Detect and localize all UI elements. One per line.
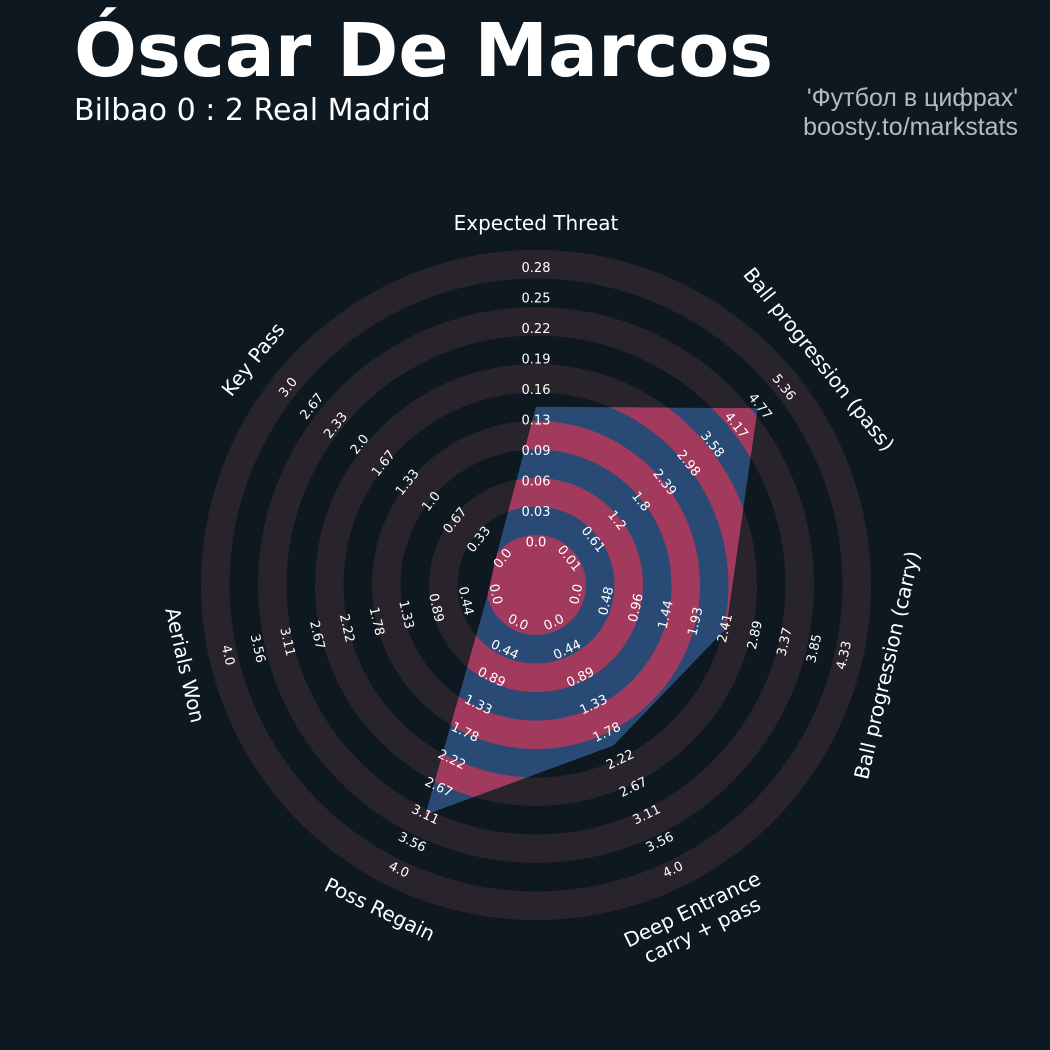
tick-label: 0.19 — [522, 353, 551, 368]
tick-label: 2.22 — [336, 613, 357, 645]
tick-label: 1.33 — [395, 599, 416, 631]
tick-label: 0.25 — [522, 292, 551, 307]
tick-label: 0.09 — [522, 444, 551, 459]
tick-label: 1.78 — [366, 606, 387, 638]
tick-label: 0.13 — [522, 414, 551, 429]
value-polygon — [425, 406, 758, 815]
tick-label: 4.33 — [834, 640, 855, 672]
credit-line-link: boosty.to/markstats — [803, 113, 1018, 141]
tick-label: 0.96 — [626, 592, 647, 624]
axis-label: Aerials Won — [160, 605, 210, 725]
tick-labels: 0.0 0.03 0.06 0.09 0.13 0.16 0.19 0.22 0.25 0.28 0… — [218, 261, 855, 881]
tick-label: 0.89 — [425, 592, 446, 624]
tick-label: 1.44 — [656, 599, 677, 631]
tick-label: 0.0 — [526, 536, 547, 551]
polygon-center-band — [486, 535, 586, 635]
tick-label: 4.0 — [218, 644, 237, 668]
tick-label: 0.44 — [455, 585, 476, 617]
value-polygon-bands — [425, 406, 758, 815]
tick-label: 0.06 — [522, 475, 551, 490]
page-title: Óscar De Marcos — [74, 8, 774, 94]
tick-label: 2.67 — [306, 619, 327, 651]
tick-label: 0.22 — [522, 322, 551, 337]
match-subtitle: Bilbao 0 : 2 Real Madrid — [74, 93, 431, 128]
tick-label: 0.48 — [596, 585, 617, 617]
axis-label-line: Aerials Won — [160, 605, 210, 725]
tick-label: 3.11 — [276, 626, 297, 658]
tick-label: 1.93 — [685, 606, 706, 638]
axis-label-line: Expected Threat — [454, 211, 619, 235]
tick-label: 0.28 — [522, 261, 551, 276]
tick-label: 0.0 — [485, 583, 504, 607]
tick-label: 0.0 — [567, 583, 586, 607]
tick-label: 3.56 — [247, 633, 268, 665]
tick-label: 3.37 — [775, 626, 796, 658]
tick-label: 2.89 — [745, 619, 766, 651]
tick-label: 2.41 — [715, 613, 736, 645]
tick-label: 3.85 — [804, 633, 825, 665]
credit-line-brand: 'Футбол в цифрах' — [806, 84, 1018, 112]
tick-label: 0.03 — [522, 505, 551, 520]
axis-label: Expected Threat — [454, 211, 619, 235]
credit-block: 'Футбол в цифрах' boosty.to/markstats — [803, 84, 1018, 142]
tick-label: 0.16 — [522, 383, 551, 398]
